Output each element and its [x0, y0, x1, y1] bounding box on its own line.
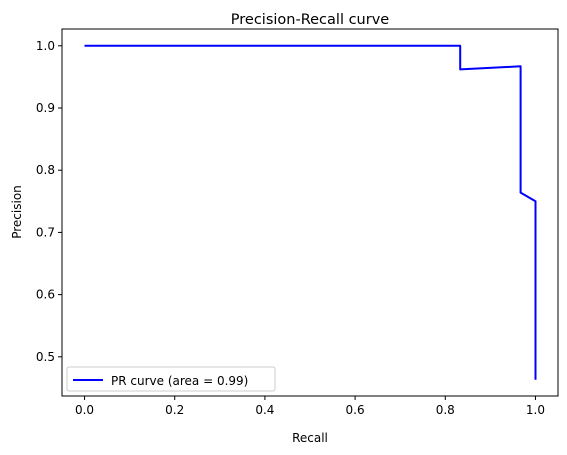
chart-title: Precision-Recall curve [231, 12, 390, 28]
y-tick-label: 0.6 [36, 288, 55, 302]
y-tick-label: 0.9 [36, 101, 55, 115]
legend-box [66, 366, 276, 392]
x-tick-label: 0.0 [75, 403, 94, 417]
y-tick-label: 1.0 [36, 39, 55, 53]
x-axis-label: Recall [292, 431, 328, 445]
pr-curve-line [84, 44, 537, 380]
x-tick-label: 0.2 [165, 403, 184, 417]
y-tick-label: 0.5 [36, 350, 55, 364]
legend-label: PR curve (area = 0.99) [111, 374, 248, 388]
legend: PR curve (area = 0.99) [66, 366, 276, 392]
series-layer [84, 44, 537, 380]
y-axis-ticks: 0.5 0.6 0.7 0.8 0.9 1.0 [36, 39, 62, 364]
plot-area [61, 28, 559, 397]
x-tick-label: 0.8 [436, 403, 455, 417]
x-axis-ticks: 0.0 0.2 0.4 0.6 0.8 1.0 [75, 396, 545, 417]
y-axis-label: Precision [10, 185, 24, 239]
x-tick-label: 0.4 [255, 403, 274, 417]
y-tick-label: 0.8 [36, 163, 55, 177]
x-tick-label: 0.6 [346, 403, 365, 417]
x-tick-label: 1.0 [526, 403, 545, 417]
y-tick-label: 0.7 [36, 225, 55, 239]
